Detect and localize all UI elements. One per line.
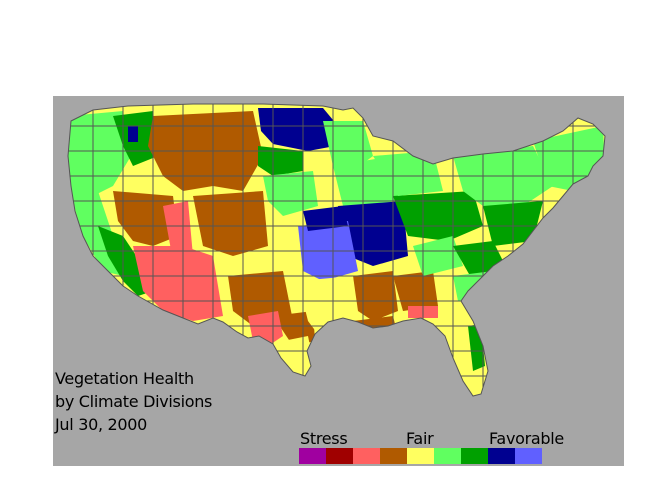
legend-swatch-0 (299, 448, 326, 464)
region-wisconsin (373, 151, 443, 196)
us-outline (67, 103, 606, 397)
region-nebraska (263, 171, 318, 216)
region-north-dakota (258, 108, 338, 151)
legend-swatch-7 (488, 448, 515, 464)
legend-swatch-5 (434, 448, 461, 464)
map-title-line1: Vegetation Health (55, 369, 194, 388)
legend-swatch-6 (461, 448, 488, 464)
region-wa-favorable (128, 126, 138, 142)
region-texas-south (283, 336, 315, 378)
region-pacific-nw (68, 111, 131, 196)
legend-swatch-2 (353, 448, 380, 464)
region-kansas (303, 206, 348, 231)
legend-swatch-4 (407, 448, 434, 464)
region-arkansas (353, 271, 398, 321)
region-great-basin (113, 191, 178, 246)
region-missouri (338, 201, 408, 266)
region-arizona (133, 246, 223, 321)
us-climate-division-map (67, 103, 606, 397)
region-minnesota (323, 121, 373, 171)
map-panel: Vegetation Health by Climate Divisions J… (53, 96, 624, 466)
region-kentucky (413, 236, 463, 276)
map-title-line2: by Climate Divisions (55, 392, 213, 411)
map-date: Jul 30, 2000 (55, 415, 148, 434)
region-colorado (193, 191, 268, 256)
legend-label-favorable: Favorable (489, 429, 564, 448)
legend-swatch-1 (326, 448, 353, 464)
legend-color-scale (299, 448, 542, 464)
legend-label-fair: Fair (406, 429, 434, 448)
region-new-england (533, 126, 605, 191)
region-california-south (98, 226, 153, 296)
legend-swatch-3 (380, 448, 407, 464)
legend-swatch-8 (515, 448, 542, 464)
region-south-dakota (258, 146, 303, 176)
region-illinois-indiana (393, 191, 483, 241)
legend-label-stress: Stress (300, 429, 348, 448)
